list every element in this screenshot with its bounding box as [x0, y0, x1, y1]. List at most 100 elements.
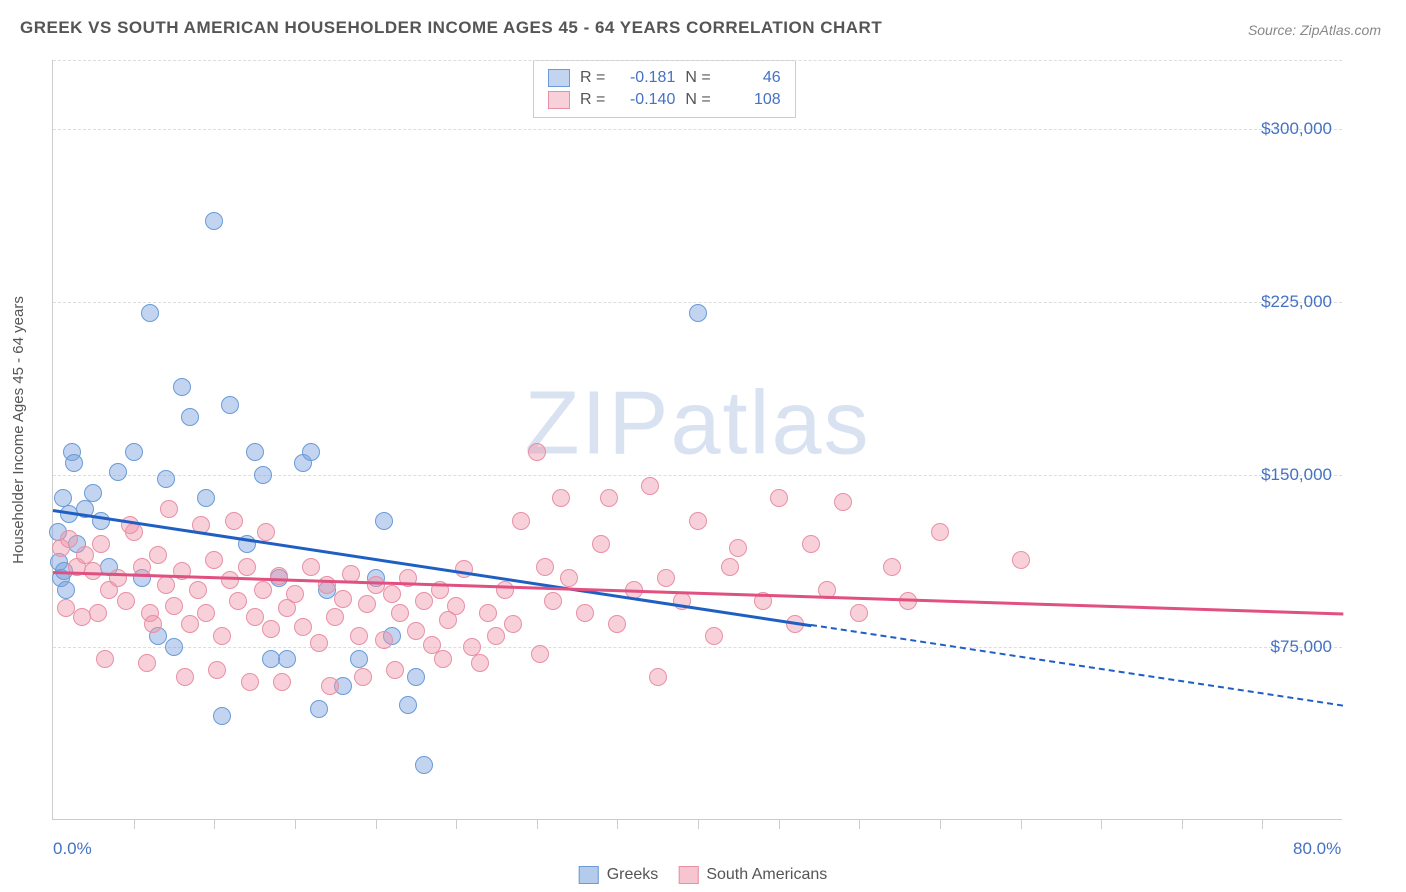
data-point	[350, 650, 368, 668]
stat-r-value: -0.140	[615, 91, 675, 109]
data-point	[181, 615, 199, 633]
stats-legend-box: R =-0.181N =46R =-0.140N =108	[533, 60, 796, 118]
chart-title: GREEK VS SOUTH AMERICAN HOUSEHOLDER INCO…	[20, 18, 882, 38]
data-point	[138, 654, 156, 672]
data-point	[213, 707, 231, 725]
data-point	[176, 668, 194, 686]
data-point	[415, 592, 433, 610]
data-point	[278, 650, 296, 668]
data-point	[157, 470, 175, 488]
stat-r-value: -0.181	[615, 69, 675, 87]
data-point	[225, 512, 243, 530]
data-point	[649, 668, 667, 686]
data-point	[165, 638, 183, 656]
data-point	[560, 569, 578, 587]
legend-swatch	[548, 91, 570, 109]
data-point	[144, 615, 162, 633]
data-point	[262, 620, 280, 638]
x-tick	[1182, 819, 1183, 829]
data-point	[57, 581, 75, 599]
data-point	[286, 585, 304, 603]
data-point	[257, 523, 275, 541]
data-point	[321, 677, 339, 695]
data-point	[197, 604, 215, 622]
data-point	[354, 668, 372, 686]
y-tick-label: $150,000	[1261, 465, 1332, 485]
legend-item: South Americans	[678, 866, 827, 884]
data-point	[802, 535, 820, 553]
data-point	[270, 567, 288, 585]
watermark-part-b: atlas	[670, 374, 870, 474]
x-tick	[134, 819, 135, 829]
data-point	[375, 631, 393, 649]
x-tick	[537, 819, 538, 829]
data-point	[254, 581, 272, 599]
data-point	[455, 560, 473, 578]
data-point	[592, 535, 610, 553]
legend-label: Greeks	[607, 866, 659, 884]
grid-line-horizontal	[53, 475, 1342, 476]
data-point	[657, 569, 675, 587]
data-point	[705, 627, 723, 645]
stat-n-value: 108	[721, 91, 781, 109]
grid-line-horizontal	[53, 647, 1342, 648]
data-point	[181, 408, 199, 426]
data-point	[415, 756, 433, 774]
data-point	[273, 673, 291, 691]
x-tick	[698, 819, 699, 829]
y-tick-label: $300,000	[1261, 119, 1332, 139]
data-point	[205, 212, 223, 230]
data-point	[350, 627, 368, 645]
data-point	[254, 466, 272, 484]
chart-source: Source: ZipAtlas.com	[1248, 22, 1381, 38]
data-point	[246, 608, 264, 626]
data-point	[399, 696, 417, 714]
data-point	[576, 604, 594, 622]
data-point	[883, 558, 901, 576]
data-point	[931, 523, 949, 541]
data-point	[149, 546, 167, 564]
data-point	[173, 378, 191, 396]
data-point	[434, 650, 452, 668]
x-tick-label: 0.0%	[53, 839, 92, 859]
data-point	[729, 539, 747, 557]
grid-line-horizontal	[53, 302, 1342, 303]
data-point	[92, 535, 110, 553]
stat-n-label: N =	[685, 69, 710, 87]
y-tick-label: $75,000	[1271, 637, 1332, 657]
x-tick	[779, 819, 780, 829]
data-point	[294, 618, 312, 636]
stat-n-label: N =	[685, 91, 710, 109]
bottom-legend: Greeks South Americans	[579, 866, 828, 884]
x-tick	[1021, 819, 1022, 829]
watermark-part-a: ZIP	[524, 374, 670, 474]
data-point	[84, 484, 102, 502]
stats-row: R =-0.140N =108	[548, 89, 781, 111]
data-point	[407, 622, 425, 640]
data-point	[770, 489, 788, 507]
data-point	[109, 463, 127, 481]
data-point	[221, 571, 239, 589]
x-tick	[214, 819, 215, 829]
data-point	[407, 668, 425, 686]
data-point	[89, 604, 107, 622]
data-point	[375, 512, 393, 530]
data-point	[229, 592, 247, 610]
legend-label: South Americans	[706, 866, 827, 884]
data-point	[109, 569, 127, 587]
data-point	[512, 512, 530, 530]
data-point	[310, 634, 328, 652]
legend-swatch	[579, 866, 599, 884]
data-point	[721, 558, 739, 576]
data-point	[552, 489, 570, 507]
grid-line-horizontal	[53, 129, 1342, 130]
data-point	[197, 489, 215, 507]
data-point	[125, 443, 143, 461]
data-point	[302, 443, 320, 461]
data-point	[92, 512, 110, 530]
plot-area: ZIPatlas R =-0.181N =46R =-0.140N =108 $…	[52, 60, 1342, 820]
chart-container: GREEK VS SOUTH AMERICAN HOUSEHOLDER INCO…	[0, 0, 1406, 892]
data-point	[358, 595, 376, 613]
x-tick	[295, 819, 296, 829]
data-point	[536, 558, 554, 576]
